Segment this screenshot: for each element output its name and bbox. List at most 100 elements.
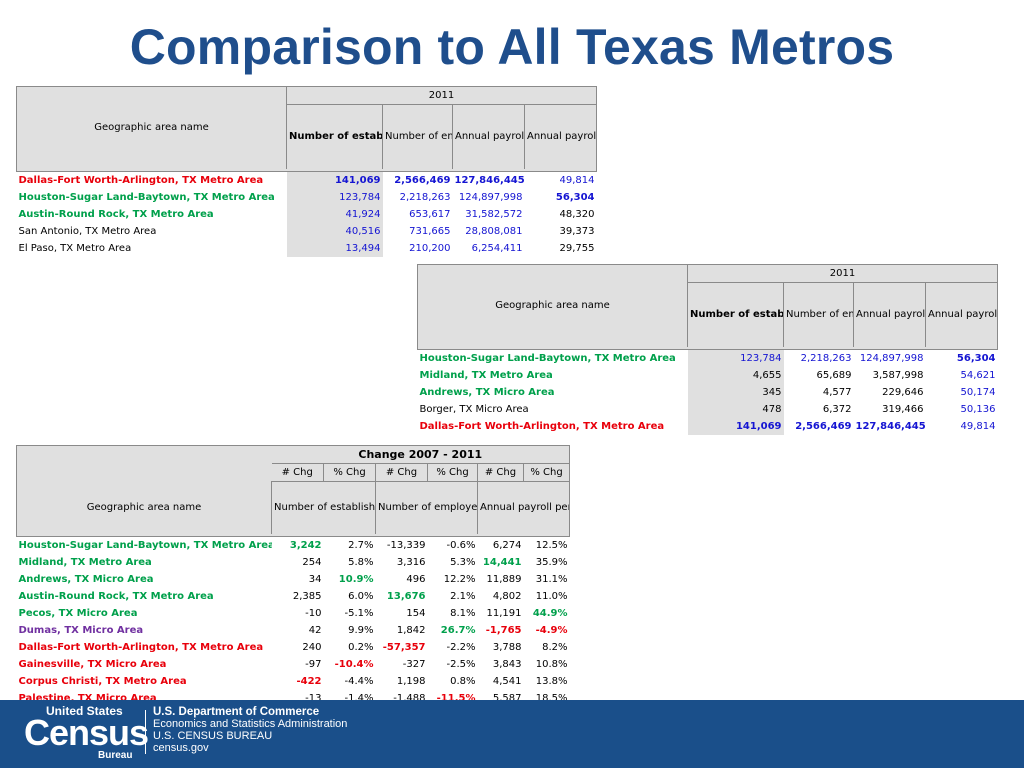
table-row: Palestine, TX Micro Area -13 -1.4% -1,488 -1… xyxy=(17,690,570,707)
area-name: Houston-Sugar Land-Baytown, TX Metro Are… xyxy=(18,192,275,203)
establishments-header: Number of establishments xyxy=(286,104,383,169)
establishments-cell: 123,784 xyxy=(687,349,784,367)
table-row: Borger, TX Micro Area 478 6,372 319,466 50,1… xyxy=(418,401,998,418)
change-cell: 13,676 xyxy=(386,591,426,602)
area-name: Midland, TX Metro Area xyxy=(419,370,553,381)
change-cell: -13,339 xyxy=(386,540,426,551)
employees-cell: 2,218,263 xyxy=(800,353,852,364)
table-row: San Antonio, TX Metro Area 40,516 731,665 2… xyxy=(17,223,597,240)
year-header: 2011 xyxy=(687,264,999,283)
footer-divider xyxy=(145,710,146,754)
payroll-per-employee-cell: 50,174 xyxy=(960,387,996,398)
change-cell: 18.5% xyxy=(535,693,568,704)
change-cell: 1,842 xyxy=(396,625,426,636)
footer-esa: Economics and Statistics Administration xyxy=(153,718,348,730)
geo-spacer xyxy=(16,463,272,482)
employees-cell: 6,372 xyxy=(822,404,852,415)
table-change-2007-2011: Change 2007 - 2011 # Chg% Chg # Chg% Chg #… xyxy=(15,445,571,707)
change-cell: 240 xyxy=(302,642,322,653)
change-cell: 12.2% xyxy=(443,574,476,585)
payroll-per-employee-cell: 39,373 xyxy=(559,226,595,237)
employees-cell: 2,218,263 xyxy=(399,192,451,203)
table-all-metros-top5: Geographic area name 2011 Number of esta… xyxy=(15,86,598,257)
payroll-cell: 124,897,998 xyxy=(458,192,523,203)
census-logo: United States Census Bureau xyxy=(24,704,149,762)
change-type-label: # Chg xyxy=(375,463,428,482)
table-row: Houston-Sugar Land-Baytown, TX Metro Are… xyxy=(418,349,998,367)
establishments-cell: 41,924 xyxy=(286,206,383,223)
change-type-label: # Chg xyxy=(271,463,324,482)
change-cell: 0.2% xyxy=(348,642,374,653)
area-name: San Antonio, TX Metro Area xyxy=(18,226,157,237)
employees-cell: 210,200 xyxy=(409,243,451,254)
change-type-label: % Chg xyxy=(523,463,571,482)
change-cell: 5.8% xyxy=(348,557,374,568)
year-header: 2011 xyxy=(286,86,598,105)
payroll-header: Annual payroll ($1,000) xyxy=(853,282,926,347)
change-cell: 6.0% xyxy=(348,591,374,602)
change-cell: 12.5% xyxy=(535,540,568,551)
area-name: Midland, TX Metro Area xyxy=(18,557,152,568)
change-type-label: % Chg xyxy=(427,463,478,482)
change-cell: -4.4% xyxy=(344,676,374,687)
payroll-per-employee-cell: 50,136 xyxy=(960,404,996,415)
table-row: Corpus Christi, TX Metro Area -422 -4.4% 1,… xyxy=(17,673,570,690)
payroll-per-employee-header: Annual payroll per employee ($) xyxy=(524,104,598,169)
area-name: Austin-Round Rock, TX Metro Area xyxy=(18,591,214,602)
change-cell: 42 xyxy=(308,625,322,636)
page-title: Comparison to All Texas Metros xyxy=(129,19,895,75)
payroll-cell: 3,587,998 xyxy=(872,370,924,381)
change-cell: 13.8% xyxy=(535,676,568,687)
change-cell: 3,316 xyxy=(396,557,426,568)
table-payroll-per-employee-top5: Geographic area name 2011 Number of esta… xyxy=(416,264,999,435)
logo-bureau: Bureau xyxy=(98,750,133,761)
logo-united-states: United States xyxy=(46,704,123,718)
payroll-per-employee-change-header: Annual payroll per employee ($) xyxy=(477,481,571,534)
change-cell: -5.1% xyxy=(344,608,374,619)
payroll-cell: 127,846,445 xyxy=(855,421,926,432)
change-cell: -422 xyxy=(296,676,322,687)
change-cell: 154 xyxy=(406,608,426,619)
table-row: Gainesville, TX Micro Area -97 -10.4% -327 -… xyxy=(17,656,570,673)
change-cell: -10 xyxy=(305,608,322,619)
change-cell: 2,385 xyxy=(292,591,322,602)
employees-cell: 731,665 xyxy=(409,226,451,237)
change-cell: 5,587 xyxy=(492,693,522,704)
area-name: Andrews, TX Micro Area xyxy=(419,387,555,398)
change-cell: 1,198 xyxy=(396,676,426,687)
change-cell: 6,274 xyxy=(492,540,522,551)
table-row: Austin-Round Rock, TX Metro Area 41,924 65… xyxy=(17,206,597,223)
change-cell: 11.0% xyxy=(535,591,568,602)
employees-cell: 2,566,469 xyxy=(394,175,451,186)
area-name: Palestine, TX Micro Area xyxy=(18,693,157,704)
establishments-cell: 345 xyxy=(687,384,784,401)
payroll-per-employee-cell: 56,304 xyxy=(956,353,996,364)
table-row: Pecos, TX Micro Area -10 -5.1% 154 8.1% 11,19… xyxy=(17,605,570,622)
change-cell: -2.5% xyxy=(446,659,476,670)
area-name: Houston-Sugar Land-Baytown, TX Metro Are… xyxy=(419,353,676,364)
change-cell: -11.5% xyxy=(436,693,476,704)
footer-url[interactable]: census.gov xyxy=(153,742,209,754)
establishments-cell: 40,516 xyxy=(286,223,383,240)
establishments-cell: 13,494 xyxy=(286,240,383,257)
change-cell: 31.1% xyxy=(535,574,568,585)
footer-bureau: U.S. CENSUS BUREAU xyxy=(153,730,273,742)
employees-cell: 4,577 xyxy=(822,387,852,398)
change-cell: 4,802 xyxy=(492,591,522,602)
geo-header: Geographic area name xyxy=(16,481,272,534)
payroll-cell: 127,846,445 xyxy=(454,175,525,186)
logo-census: Census xyxy=(24,712,149,753)
establishments-change-header: Number of establishments xyxy=(271,481,376,534)
area-name: Andrews, TX Micro Area xyxy=(18,574,154,585)
change-cell: -1.4% xyxy=(344,693,374,704)
employees-cell: 65,689 xyxy=(816,370,852,381)
change-cell: -13 xyxy=(305,693,322,704)
table-row: Dallas-Fort Worth-Arlington, TX Metro Ar… xyxy=(17,171,597,189)
area-name: Gainesville, TX Micro Area xyxy=(18,659,167,670)
payroll-header: Annual payroll ($1,000) xyxy=(452,104,525,169)
change-cell: 4,541 xyxy=(492,676,522,687)
payroll-per-employee-cell: 29,755 xyxy=(559,243,595,254)
payroll-cell: 28,808,081 xyxy=(465,226,523,237)
change-cell: 14,441 xyxy=(482,557,522,568)
change-cell: 11,191 xyxy=(486,608,522,619)
